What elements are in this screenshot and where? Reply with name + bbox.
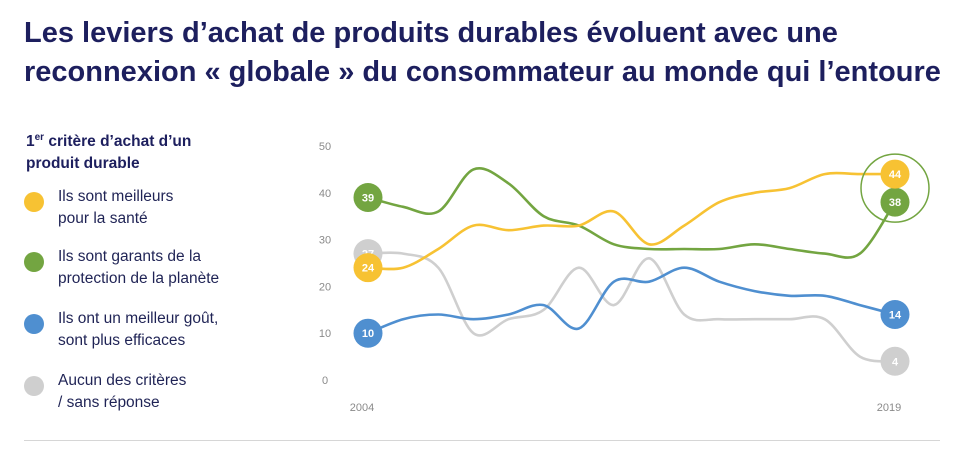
legend-dot-planete <box>24 252 44 272</box>
legend-title-line-2: produit durable <box>26 155 140 173</box>
data-label-gout-end: 14 <box>889 309 902 321</box>
legend-label-gout-line2: sont plus efficaces <box>58 332 186 349</box>
legend-label-sante-line1: Ils sont meilleurs <box>58 188 174 205</box>
y-tick-label-30: 30 <box>319 235 331 247</box>
series-line-sante <box>366 171 897 271</box>
legend-item-planete: Ils sont garants de la protection de la … <box>24 246 219 290</box>
series-line-planete <box>366 167 897 259</box>
legend-label-gout: Ils ont un meilleur goût, sont plus effi… <box>58 308 218 352</box>
legend-title-number: 1 <box>26 133 35 151</box>
legend-dot-aucun <box>24 376 44 396</box>
legend-item-sante: Ils sont meilleurs pour la santé <box>24 186 173 230</box>
data-badge-gout-start <box>353 318 383 348</box>
legend-label-aucun-line1: Aucun des critères <box>58 372 187 389</box>
x-tick-label-start: 2004 <box>350 402 374 414</box>
legend-label-aucun-line2: / sans réponse <box>58 394 160 411</box>
data-label-planete-start: 39 <box>362 192 374 204</box>
y-tick-label-20: 20 <box>319 281 331 293</box>
legend-title-superscript: er <box>34 132 45 143</box>
data-badge-aucun-end <box>880 346 910 376</box>
data-label-planete-end: 38 <box>889 197 901 209</box>
series-line-gout <box>366 266 897 335</box>
data-badge-planete-start <box>353 182 383 212</box>
y-tick-label-40: 40 <box>319 188 331 200</box>
legend-dot-gout <box>24 314 44 334</box>
data-label-aucun-end: 4 <box>892 356 899 368</box>
legend-label-sante-line2: pour la santé <box>58 210 148 227</box>
y-tick-label-10: 10 <box>319 328 331 340</box>
legend-label-planete-line2: protection de la planète <box>58 270 220 287</box>
legend-label-planete-line1: Ils sont garants de la <box>58 248 202 265</box>
data-label-sante-start: 24 <box>362 263 375 275</box>
legend-label-sante: Ils sont meilleurs pour la santé <box>58 186 173 230</box>
data-badge-sante-start <box>353 253 383 283</box>
data-label-gout-start: 10 <box>362 328 374 340</box>
legend-title-text: critère d’achat d’un <box>44 133 192 151</box>
legend-label-planete: Ils sont garants de la protection de la … <box>58 246 219 290</box>
data-label-sante-end: 44 <box>889 169 902 181</box>
data-badge-sante-end <box>880 159 910 189</box>
footer-divider <box>24 440 940 441</box>
legend-item-gout: Ils ont un meilleur goût, sont plus effi… <box>24 308 218 352</box>
title-line-1: Les leviers d’achat de produits durables… <box>24 17 838 49</box>
legend-title: 1er critère d’achat d’un produit durable <box>26 127 266 175</box>
legend-dot-sante <box>24 192 44 212</box>
title-line-2: reconnexion « globale » du consommateur … <box>24 56 941 88</box>
legend-label-gout-line1: Ils ont un meilleur goût, <box>58 310 219 327</box>
x-tick-label-end: 2019 <box>877 402 901 414</box>
data-badge-gout-end <box>880 299 910 329</box>
series-line-aucun <box>366 251 897 363</box>
highlight-ring <box>860 153 930 223</box>
legend-label-aucun: Aucun des critères / sans réponse <box>58 370 186 414</box>
page-title: Les leviers d’achat de produits durables… <box>24 14 964 92</box>
legend-item-aucun: Aucun des critères / sans réponse <box>24 370 186 414</box>
y-tick-label-50: 50 <box>319 141 331 153</box>
y-tick-label-0: 0 <box>322 375 328 387</box>
data-badge-planete-end <box>880 187 910 217</box>
